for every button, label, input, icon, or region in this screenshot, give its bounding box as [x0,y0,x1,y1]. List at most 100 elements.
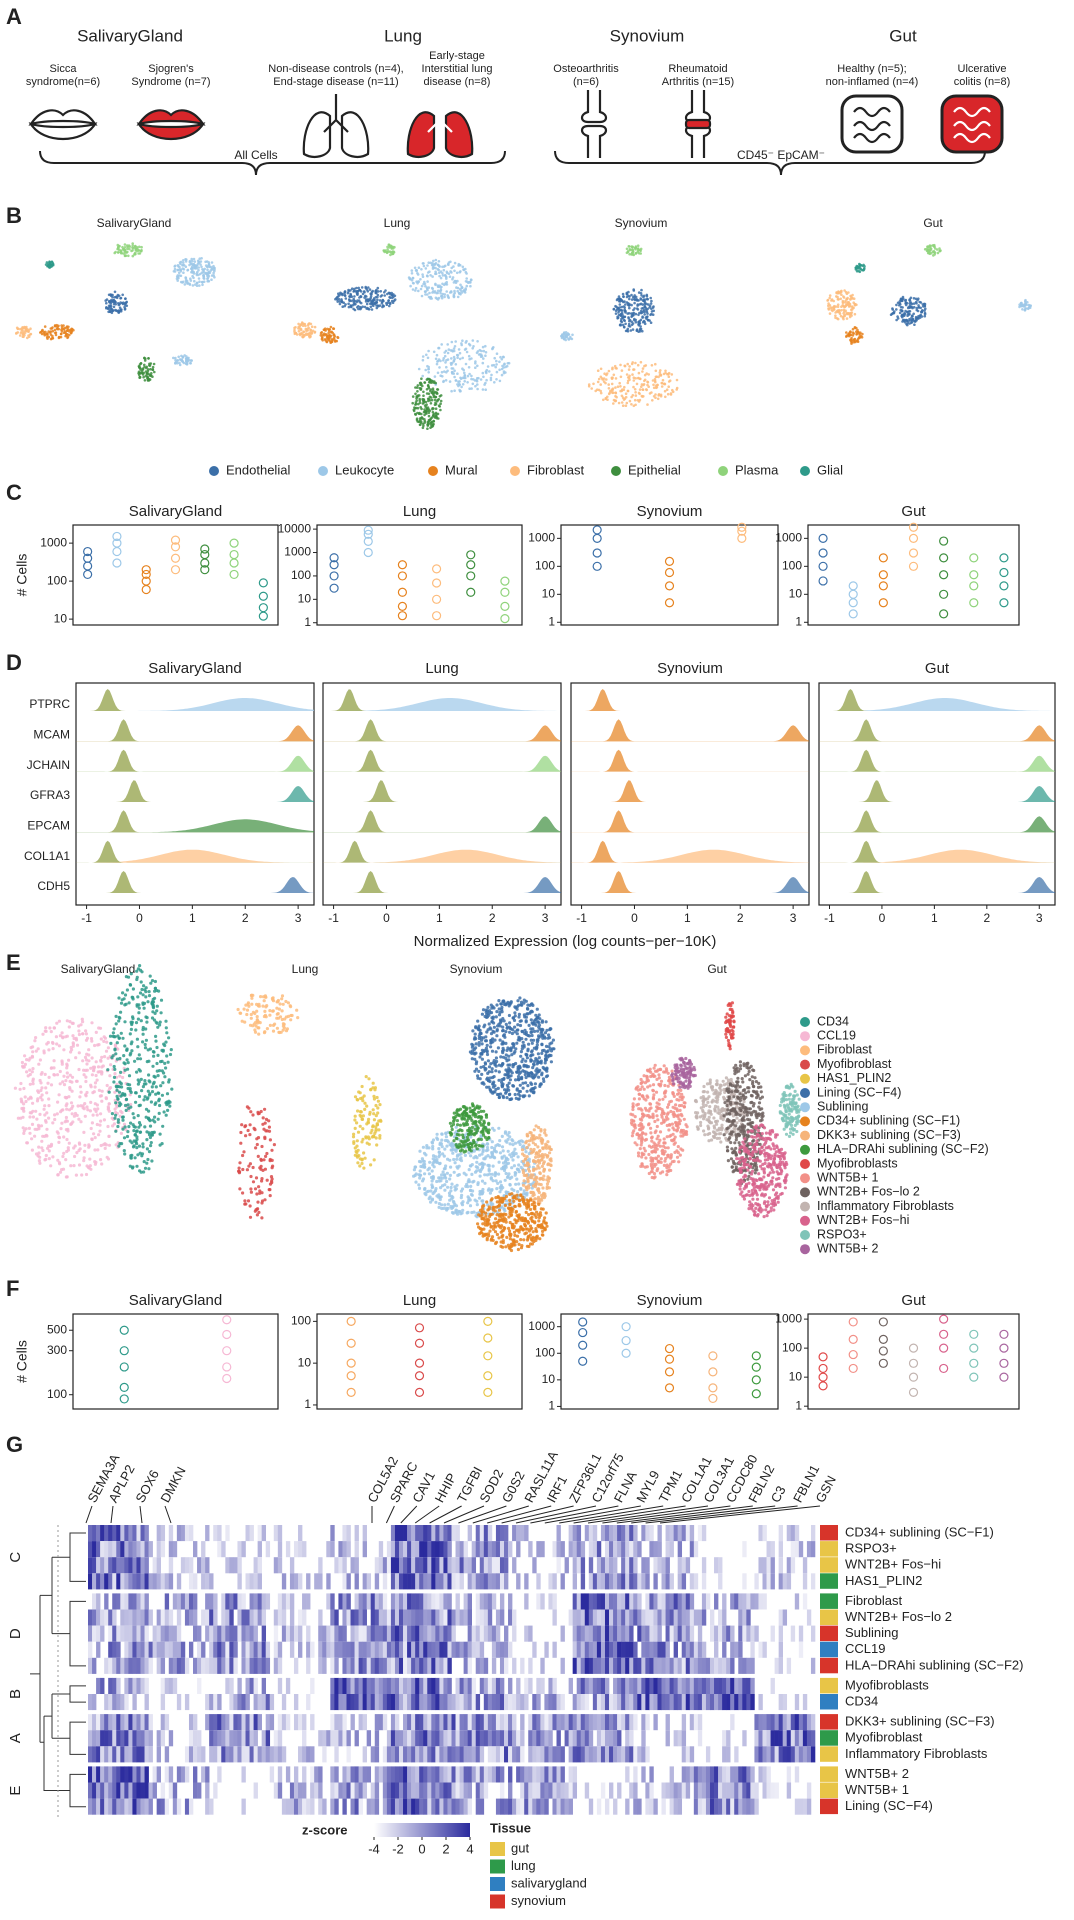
cell-count-point [621,1335,631,1346]
embedding-point [16,1116,20,1120]
facet-title: SalivaryGland [129,1292,222,1309]
embedding-point [484,351,488,354]
embedding-point [605,378,608,381]
embedding-point [904,298,908,302]
embedding-point [649,302,653,305]
embedding-point [154,1092,158,1096]
cell-count-point [363,529,373,539]
embedding-point [858,333,861,337]
embedding-point [143,1079,147,1083]
cell-count-point [578,1356,588,1366]
density-ridge [76,725,314,742]
embedding-point [90,1021,94,1025]
embedding-point [67,1058,71,1062]
embedding-point [302,330,306,334]
embedding-point [431,287,435,291]
embedding-point [639,309,643,313]
embedding-point [358,1164,362,1168]
embedding-point [446,1157,450,1161]
embedding-point [446,295,450,299]
embedding-point [644,364,648,367]
embedding-point [360,286,364,289]
cell-count-point [500,576,510,586]
embedding-point [249,1190,253,1194]
embedding-point [450,389,453,393]
embedding-point [596,380,600,384]
embedding-point [99,1070,104,1074]
embedding-point [137,373,141,377]
embedding-point [204,260,207,264]
embedding-point [663,389,667,393]
embedding-point [498,379,502,383]
embedding-point [496,1046,500,1050]
embedding-point [446,351,450,355]
embedding-point [599,367,603,371]
embedding-point [431,265,435,269]
cell-count-point [466,560,476,570]
embedding-point [137,370,141,374]
embedding-point [135,975,139,979]
legend-label: Endothelial [226,462,290,477]
embedding-point [364,1135,368,1139]
embedding-point [57,336,61,340]
embedding-point [152,362,156,366]
embedding-point [357,286,361,290]
embedding-point [628,245,631,248]
embedding-point [167,1036,171,1040]
plot-frame [560,1313,779,1410]
legend-swatch [318,466,328,476]
embedding-point [78,1095,82,1099]
embedding-point [637,376,640,380]
embedding-point [62,1135,66,1139]
cell-count-point [908,1343,919,1353]
x-tick-label: 3 [1036,911,1043,925]
embedding-point [376,286,380,290]
embedding-point [206,274,209,278]
embedding-point [30,1055,35,1059]
embedding-point [891,308,894,311]
embedding-point [641,388,645,391]
embedding-point [47,1075,51,1079]
embedding-point [488,370,491,373]
embedding-point [432,412,436,416]
density-ridge [323,719,561,742]
embedding-point [375,306,379,310]
embedding-point [517,1097,521,1101]
embedding-point [472,1179,476,1183]
embedding-point [56,1173,60,1177]
embedding-point [853,326,857,330]
embedding-point [163,1061,167,1065]
embedding-point [267,1119,271,1123]
embedding-point [618,306,621,309]
embedding-point [47,1116,51,1120]
embedding-point [467,354,471,358]
cell-count-point [200,565,210,575]
cell-count-point [222,1346,232,1356]
x-tick-label: -1 [328,911,339,925]
embedding-point [503,1131,507,1135]
embedding-point [620,369,624,372]
cell-count-point [969,1372,979,1382]
embedding-point [418,1169,422,1173]
embedding-point [845,335,848,338]
embedding-point [836,303,840,307]
embedding-point [130,1141,134,1145]
embedding-point [912,297,916,300]
embedding-point [23,1062,27,1066]
cell-count-point [119,1346,129,1356]
embedding-point [891,312,895,315]
legend-label: Epithelial [628,462,681,477]
embedding-point [347,290,350,293]
embedding-point [124,297,127,301]
embedding-point [858,263,862,267]
cell-count-point [83,561,93,571]
embedding-point [517,1182,521,1186]
embedding-point [123,246,127,249]
embedding-point [450,1142,455,1146]
embedding-point [623,385,626,389]
embedding-point [151,1003,155,1008]
embedding-point [100,1099,104,1103]
embedding-point [623,300,626,303]
embedding-point [640,288,643,292]
embedding-point [138,991,143,995]
